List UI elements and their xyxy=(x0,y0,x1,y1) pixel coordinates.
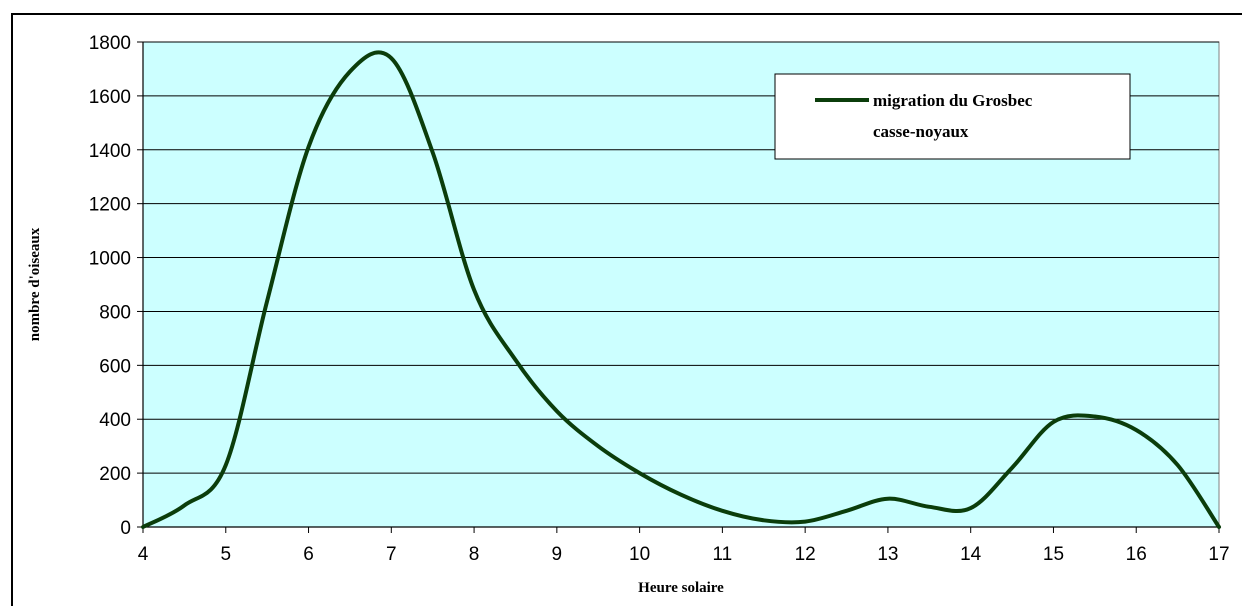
data-point-0-21 xyxy=(1011,466,1013,469)
data-point-0-1 xyxy=(183,504,186,507)
legend-label-line-1: migration du Grosbec xyxy=(873,91,1033,110)
y-axis: 0 200 400 600 800 1000 1200 1400 1600 1800 xyxy=(89,33,144,539)
data-point-0-22 xyxy=(1052,421,1055,423)
data-point-0-7 xyxy=(431,151,434,154)
data-point-0-13 xyxy=(680,493,682,496)
legend-label-line-2: casse-noyaux xyxy=(873,122,969,141)
legend-box xyxy=(774,73,1131,160)
y-axis-title: nombre d'oiseaux xyxy=(27,227,43,341)
x-tick-label-6: 6 xyxy=(303,544,314,565)
data-point-0-17 xyxy=(845,510,848,512)
x-tick-label-11: 11 xyxy=(713,544,733,565)
data-point-0-25 xyxy=(1176,464,1179,466)
data-point-0-12 xyxy=(638,472,641,474)
data-point-0-15 xyxy=(762,519,765,522)
data-point-0-24 xyxy=(1135,429,1138,431)
data-point-0-9 xyxy=(514,359,517,361)
x-tick-label-15: 15 xyxy=(1043,544,1064,565)
x-tick-label-16: 16 xyxy=(1126,544,1147,565)
data-point-0-0 xyxy=(142,526,144,528)
x-tick-label-5: 5 xyxy=(220,544,231,565)
x-tick-label-17: 17 xyxy=(1208,544,1229,565)
y-tick-label-1600: 1600 xyxy=(89,87,131,108)
x-tick-label-14: 14 xyxy=(960,544,982,565)
y-tick-label-1400: 1400 xyxy=(89,141,131,162)
data-point-0-2 xyxy=(224,464,227,466)
data-point-0-26 xyxy=(1218,526,1220,528)
data-point-0-23 xyxy=(1094,415,1096,418)
y-tick-label-1800: 1800 xyxy=(89,33,131,54)
data-point-0-10 xyxy=(556,410,558,412)
data-point-0-16 xyxy=(804,520,806,523)
x-tick-label-12: 12 xyxy=(795,544,816,565)
data-point-0-11 xyxy=(597,445,600,447)
x-tick-label-10: 10 xyxy=(629,544,650,565)
y-tick-label-200: 200 xyxy=(99,464,131,485)
series-line-0 xyxy=(141,50,1221,529)
y-tick-label-400: 400 xyxy=(99,410,131,431)
series-layer xyxy=(141,50,1221,529)
y-tick-label-0: 0 xyxy=(120,518,131,539)
legend: migration du Grosbec casse-noyaux xyxy=(774,73,1131,160)
x-tick-label-9: 9 xyxy=(552,544,563,565)
data-point-0-8 xyxy=(473,289,475,291)
chart-svg: 0 200 400 600 800 1000 1200 1400 1600 1800 4 5 6 7 8 9… xyxy=(27,33,1230,596)
data-point-0-5 xyxy=(349,70,351,73)
data-point-0-14 xyxy=(721,510,724,512)
y-tick-label-600: 600 xyxy=(99,356,131,377)
y-tick-label-1000: 1000 xyxy=(89,249,131,270)
chart-frame: 0 200 400 600 800 1000 1200 1400 1600 1800 4 5 6 7 8 9… xyxy=(11,13,1242,606)
y-tick-label-800: 800 xyxy=(99,302,131,323)
data-point-0-3 xyxy=(266,299,268,302)
data-point-0-18 xyxy=(887,497,889,500)
data-point-0-19 xyxy=(928,505,931,508)
x-tick-label-13: 13 xyxy=(877,544,898,565)
data-point-0-4 xyxy=(307,146,310,148)
x-tick-label-8: 8 xyxy=(469,544,480,565)
x-axis: 4 5 6 7 8 9 10 11 12 13 14 15 16 17 xyxy=(138,526,1230,565)
data-point-0-20 xyxy=(969,507,972,509)
x-axis-title: Heure solaire xyxy=(638,580,724,596)
data-point-0-6 xyxy=(390,57,393,59)
y-tick-label-1200: 1200 xyxy=(89,195,131,216)
x-tick-label-4: 4 xyxy=(138,544,149,565)
x-tick-label-7: 7 xyxy=(386,544,397,565)
